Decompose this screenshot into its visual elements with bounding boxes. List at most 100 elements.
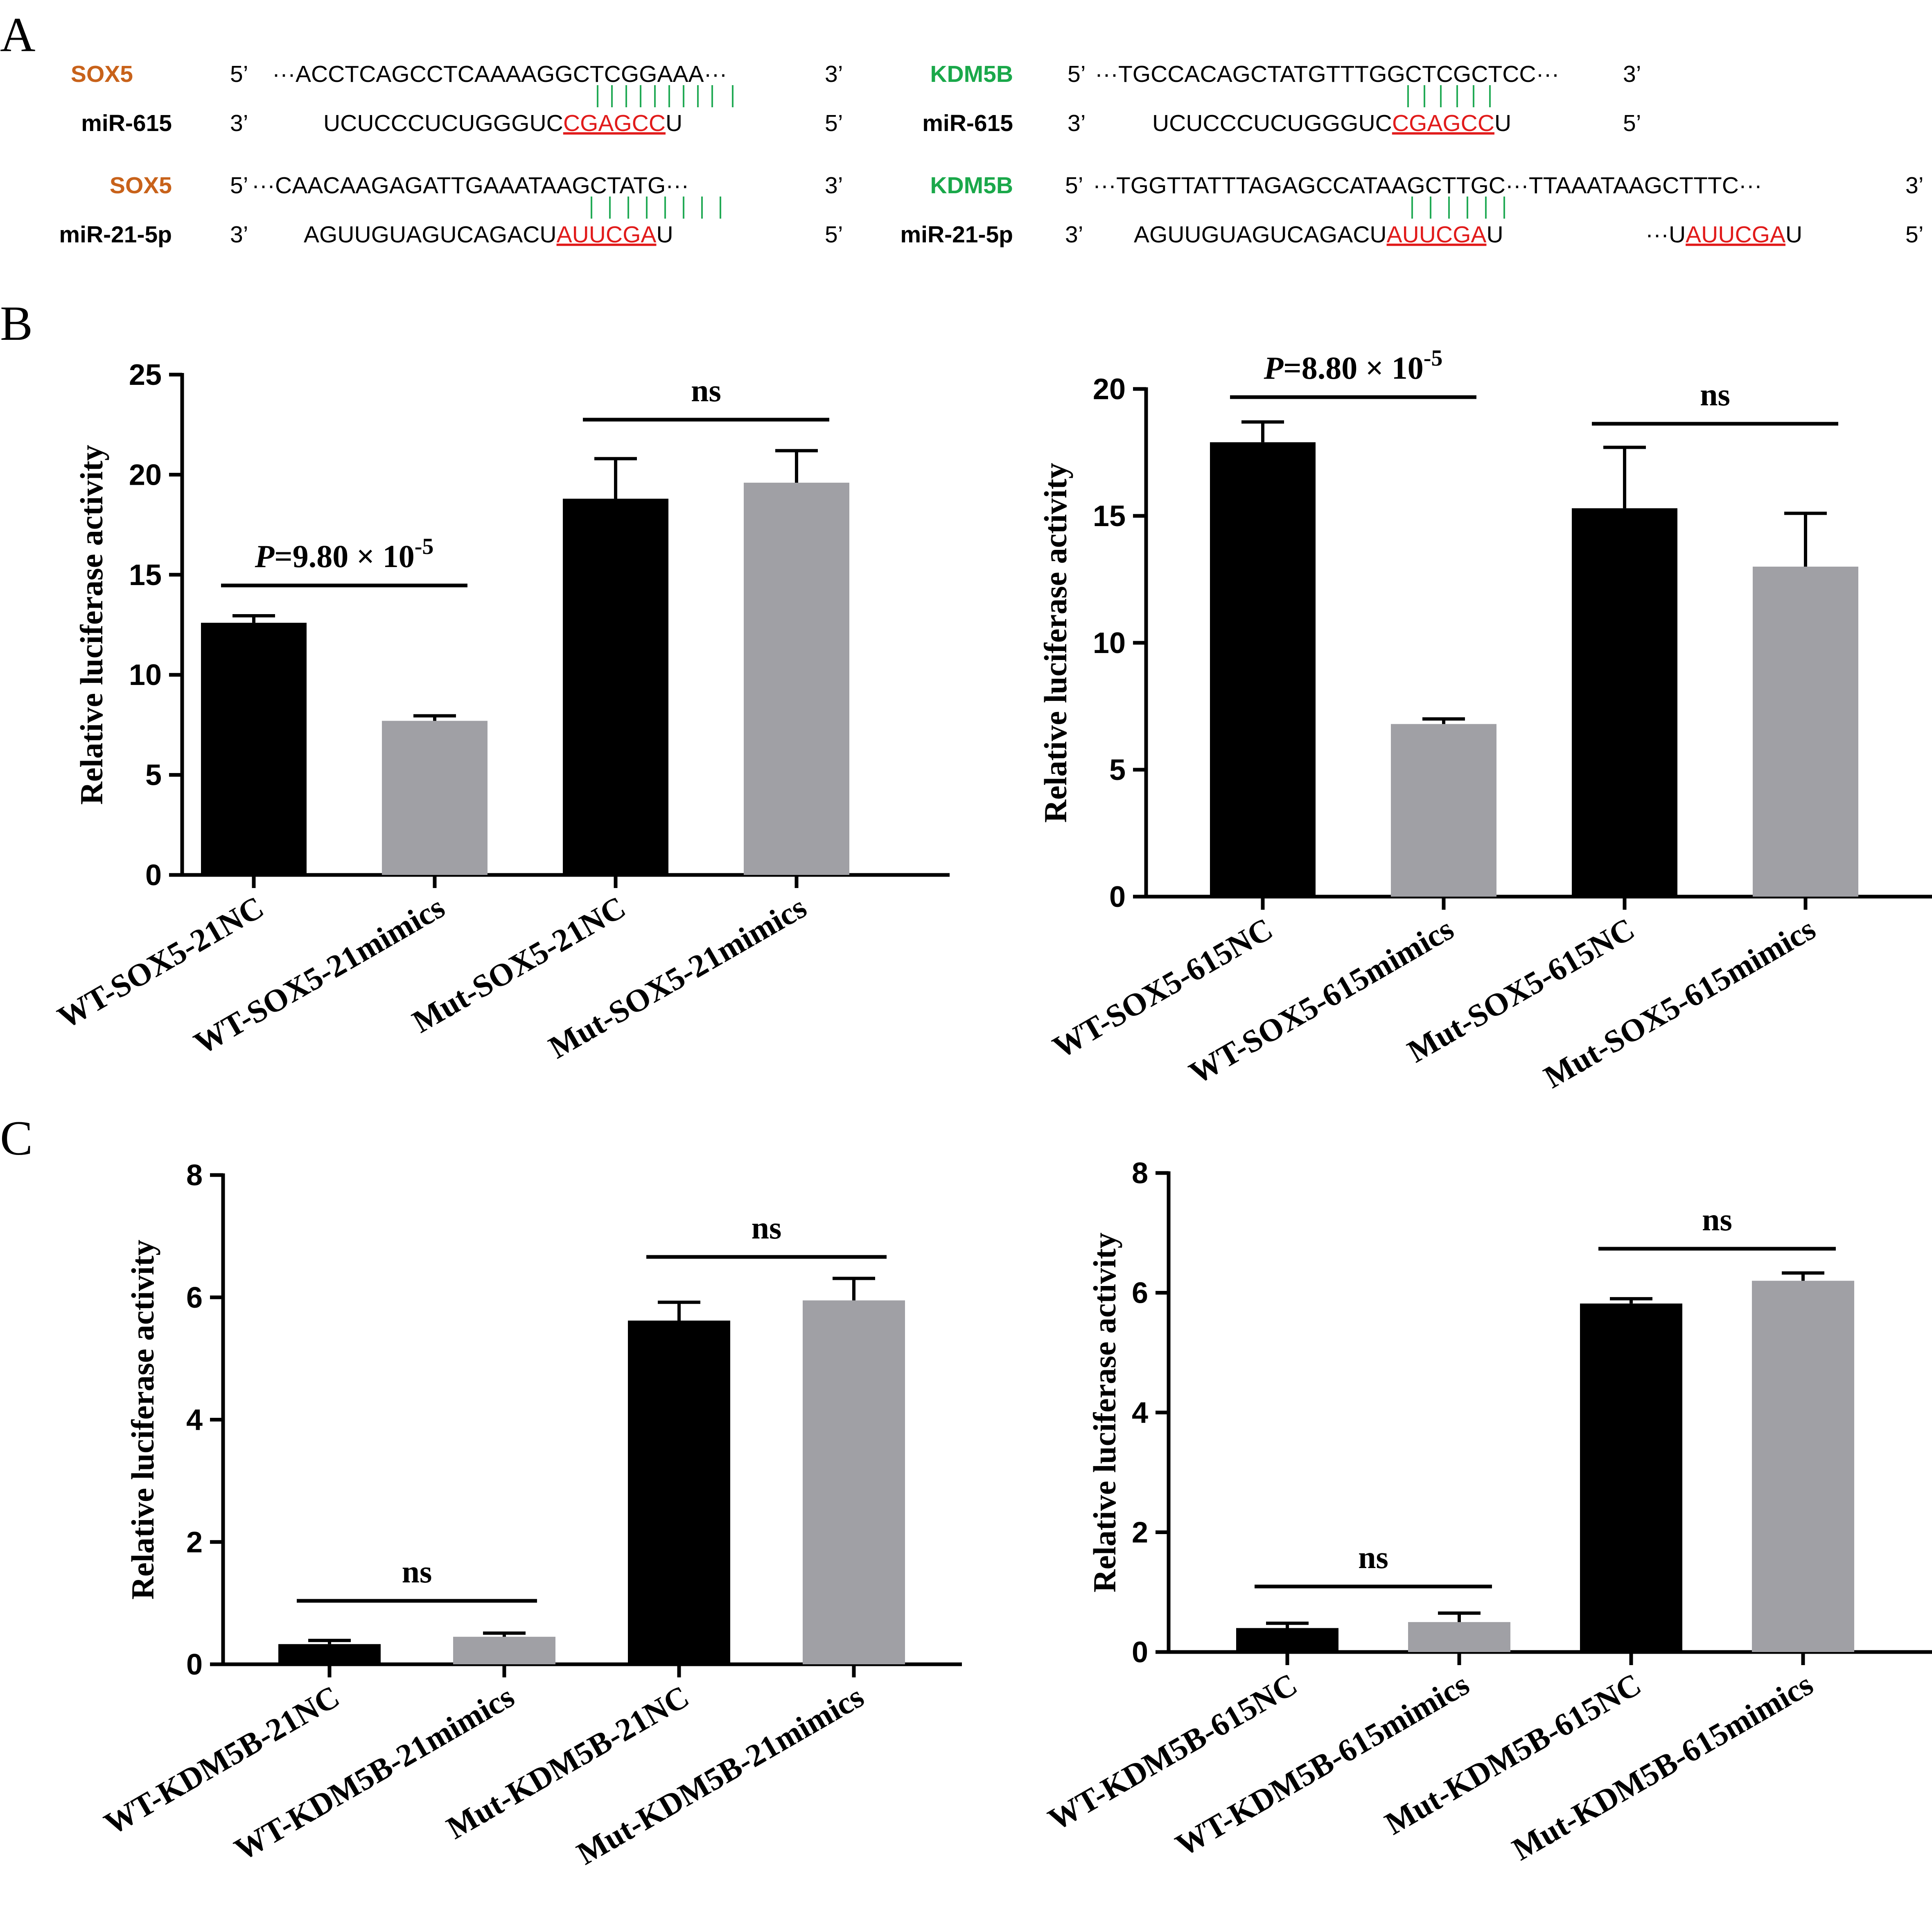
mirna-bases: AGUUGUAGUCAGACU: [304, 221, 557, 248]
y-axis-label: Relative luciferase activity: [1087, 1232, 1122, 1592]
y-tick-label: 2: [1132, 1516, 1148, 1549]
prime-label: 5’: [1065, 172, 1083, 199]
prime-label: 3’: [1068, 110, 1086, 136]
bar: [1391, 724, 1496, 897]
y-tick-label: 0: [186, 1648, 203, 1681]
mirna-label: miR-21-5p: [900, 221, 1013, 248]
ellipsis: ···: [666, 172, 689, 199]
y-tick-label: 10: [1093, 627, 1126, 660]
panel-label-c: C: [0, 1111, 33, 1165]
prime-label: 3’: [1065, 221, 1083, 248]
prime-label: 5’: [1068, 61, 1086, 87]
target-bases-2: TTAAATAAGCTTTC: [1529, 172, 1739, 199]
mirna-label: miR-615: [922, 110, 1013, 136]
bar: [1580, 1303, 1682, 1652]
bar: [1753, 567, 1858, 897]
bar: [628, 1320, 730, 1664]
mirna-label: miR-21-5p: [59, 221, 172, 248]
bar: [744, 482, 849, 875]
panel-label-b: B: [0, 296, 33, 350]
prime-label: 3’: [230, 110, 248, 136]
target-sequence: ···CAACAAGAGATTGAAATAAGCTATG···: [252, 172, 689, 199]
bar: [1210, 442, 1316, 897]
y-tick-label: 4: [186, 1404, 203, 1437]
y-tick-label: 10: [129, 659, 162, 692]
ellipsis: ···: [1505, 172, 1529, 199]
category-label: WT-KDM5B-21mimics: [228, 1678, 520, 1867]
y-tick-label: 6: [186, 1281, 203, 1314]
pairing-lines: [1411, 197, 1505, 219]
y-tick-label: 8: [186, 1159, 203, 1192]
y-tick-label: 5: [145, 759, 162, 792]
mirna-sequence: AGUUGUAGUCAGACUAUUCGAU: [304, 221, 673, 248]
target-bases: TGGTTATTTAGAGCCATAAGCTTGC: [1116, 172, 1505, 199]
target-sequence: ···TGGTTATTTAGAGCCATAAGCTTGC···TTAAATAAG…: [1093, 172, 1762, 199]
bar: [803, 1300, 905, 1664]
prime-label: 3’: [825, 172, 843, 199]
bar: [1408, 1622, 1510, 1652]
mirna-tail: U: [666, 110, 682, 136]
y-tick-label: 15: [1093, 500, 1126, 533]
gene-label-sox5: SOX5: [71, 61, 133, 87]
mirna-sequence: AGUUGUAGUCAGACUAUUCGAU: [1134, 221, 1503, 248]
prime-label: 3’: [825, 61, 843, 87]
alignment-kdm5b-mir21: KDM5B 5’ ···TGGTTATTTAGAGCCATAAGCTTGC···…: [900, 172, 1923, 248]
y-axis-label: Relative luciferase activity: [74, 445, 109, 805]
gene-label-sox5: SOX5: [110, 172, 172, 199]
significance-label: P=8.80 × 10-5: [1264, 346, 1443, 386]
y-tick-label: 20: [1093, 373, 1126, 406]
pairing-lines: [591, 197, 721, 219]
mirna-bases: UCUCCCUCUGGGUC: [323, 110, 563, 136]
y-tick-label: 4: [1132, 1397, 1148, 1429]
prime-label: 3’: [1905, 172, 1923, 199]
prime-label: 5’: [1905, 221, 1923, 248]
y-tick-label: 5: [1109, 754, 1126, 786]
y-tick-label: 0: [1132, 1636, 1148, 1669]
seed-site: AUUCGA: [1686, 221, 1785, 248]
significance-label: ns: [752, 1210, 782, 1245]
y-tick-label: 25: [129, 359, 162, 391]
y-tick-label: 8: [1132, 1157, 1148, 1190]
bar: [1572, 508, 1677, 897]
pairing-lines: [597, 85, 734, 107]
mirna-tail: U: [1494, 110, 1511, 136]
bar: [1752, 1281, 1854, 1652]
gene-label-kdm5b: KDM5B: [930, 61, 1013, 87]
mirna-sequence: UCUCCCUCUGGGUCCGAGCCU: [323, 110, 682, 136]
ellipsis: ···: [272, 61, 296, 87]
alignment-sox5-mir21: SOX5 5’ ···CAACAAGAGATTGAAATAAGCTATG··· …: [59, 172, 843, 248]
y-tick-label: 15: [129, 559, 162, 592]
ellipsis: ···: [704, 61, 727, 87]
y-axis-label: Relative luciferase activity: [125, 1240, 160, 1600]
ellipsis: ···: [1739, 172, 1762, 199]
gene-label-kdm5b: KDM5B: [930, 172, 1013, 199]
bar: [201, 623, 307, 875]
mirna-tail: U: [1486, 221, 1503, 248]
mirna-bases: AGUUGUAGUCAGACU: [1134, 221, 1387, 248]
significance-label: ns: [402, 1554, 432, 1589]
chart-kdm5b-mir615: 0 2 4 6 8 Relative luciferase activity WT-KDM5…: [1042, 1157, 1932, 1867]
bar: [563, 499, 668, 875]
ellipsis: ···: [1536, 61, 1560, 87]
seed-site: AUUCGA: [1387, 221, 1487, 248]
target-sequence: ···TGCCACAGCTATGTTTGGCTCGCTCC···: [1095, 61, 1560, 87]
seed-site: CGAGCC: [1392, 110, 1494, 136]
y-tick-label: 6: [1132, 1277, 1148, 1310]
category-label: Mut-KDM5B-615mimics: [1506, 1666, 1819, 1867]
significance-label: P=9.80 × 10-5: [255, 534, 434, 574]
bar: [1236, 1628, 1338, 1652]
prime-label: 5’: [1623, 110, 1641, 136]
mirna-tail: U: [656, 221, 673, 248]
mirna-bases: UCUCCCUCUGGGUC: [1152, 110, 1392, 136]
target-sequence: ···ACCTCAGCCTCAAAAGGCTCGGAAA···: [272, 61, 727, 87]
prime-label: 3’: [1623, 61, 1641, 87]
ellipsis: ···: [1095, 61, 1118, 87]
y-tick-label: 0: [145, 859, 162, 892]
significance-label: ns: [691, 373, 721, 408]
bar: [278, 1644, 381, 1664]
chart-kdm5b-mir21: 0 2 4 6 8 Relative luciferase activity WT-KDM5…: [98, 1159, 962, 1871]
mirna-tail: U: [1785, 221, 1802, 248]
category-label: WT-KDM5B-615mimics: [1169, 1666, 1475, 1863]
